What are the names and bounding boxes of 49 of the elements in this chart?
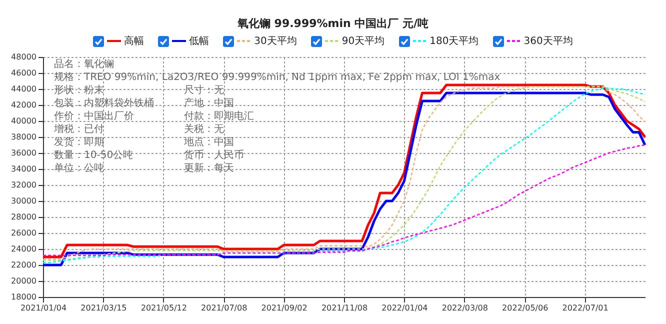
legend-label: 180天平均 [430,35,479,48]
x-tick-label: 2022/01/04 [382,304,428,312]
annotation: 产地：中国 [184,97,235,110]
annotation: 地点：中国 [184,136,235,149]
x-tick-label: 2021/07/08 [201,304,248,312]
y-tick-label: 38000 [11,132,36,142]
legend-label: 30天平均 [254,35,297,48]
x-tick-label: 2022/03/08 [442,304,488,312]
x-tick-label: 2021/11/08 [321,304,368,312]
y-tick-label: 18000 [11,292,36,302]
annotation: 包装：内塑料袋外铁桶 [54,97,155,110]
chart-title: 氧化镧 99.999%min 中国出厂 元/吨 [236,16,430,31]
y-tick-label: 42000 [11,100,36,110]
x-tick-label: 2021/09/02 [261,304,308,312]
annotation: 规格：TREO 99%min, La2O3/REO 99.999%min, Nd 1ppm max, Fe 2ppm max, LOI 1%max [54,71,500,84]
annotation: 付款：即期电汇 [184,110,255,123]
annotation: 关税：无 [184,123,225,136]
annotation: 作价：中国出厂价 [54,110,135,123]
annotation: 发货：即期 [54,136,105,149]
y-tick-label: 32000 [11,180,36,190]
y-tick-label: 26000 [11,228,36,238]
legend-label: 360天平均 [524,35,573,48]
y-tick-label: 20000 [11,276,36,286]
x-tick-label: 2021/01/04 [20,304,67,312]
annotation: 品名：氧化镧 [54,58,115,71]
y-tick-label: 40000 [11,116,36,126]
annotation: 货币：人民币 [184,149,245,162]
annotation: 单位：公吨 [54,162,105,175]
annotation: 数量：10-50公吨 [54,149,134,162]
y-tick-label: 28000 [11,212,36,222]
legend-label: 高幅 [124,34,144,48]
x-tick-label: 2021/05/12 [140,304,187,312]
y-tick-label: 24000 [11,244,36,254]
legend-label: 低幅 [189,35,210,48]
y-tick-label: 36000 [11,148,36,158]
y-tick-label: 34000 [11,164,36,174]
x-tick-label: 2021/03/15 [80,304,127,312]
legend-label: 90天平均 [342,35,385,48]
annotation: 增税：已付 [54,123,105,136]
annotation: 更新：每天 [184,162,235,175]
y-tick-label: 48000 [11,52,36,62]
x-tick-label: 2022/07/01 [562,304,608,312]
y-tick-label: 22000 [11,260,36,270]
y-tick-label: 30000 [11,196,36,206]
annotation: 尺寸：无 [184,84,225,97]
x-tick-label: 2022/05/06 [502,304,548,312]
annotation: 形状：粉末 [54,84,105,97]
y-tick-label: 46000 [11,68,36,78]
y-tick-label: 44000 [11,84,36,94]
